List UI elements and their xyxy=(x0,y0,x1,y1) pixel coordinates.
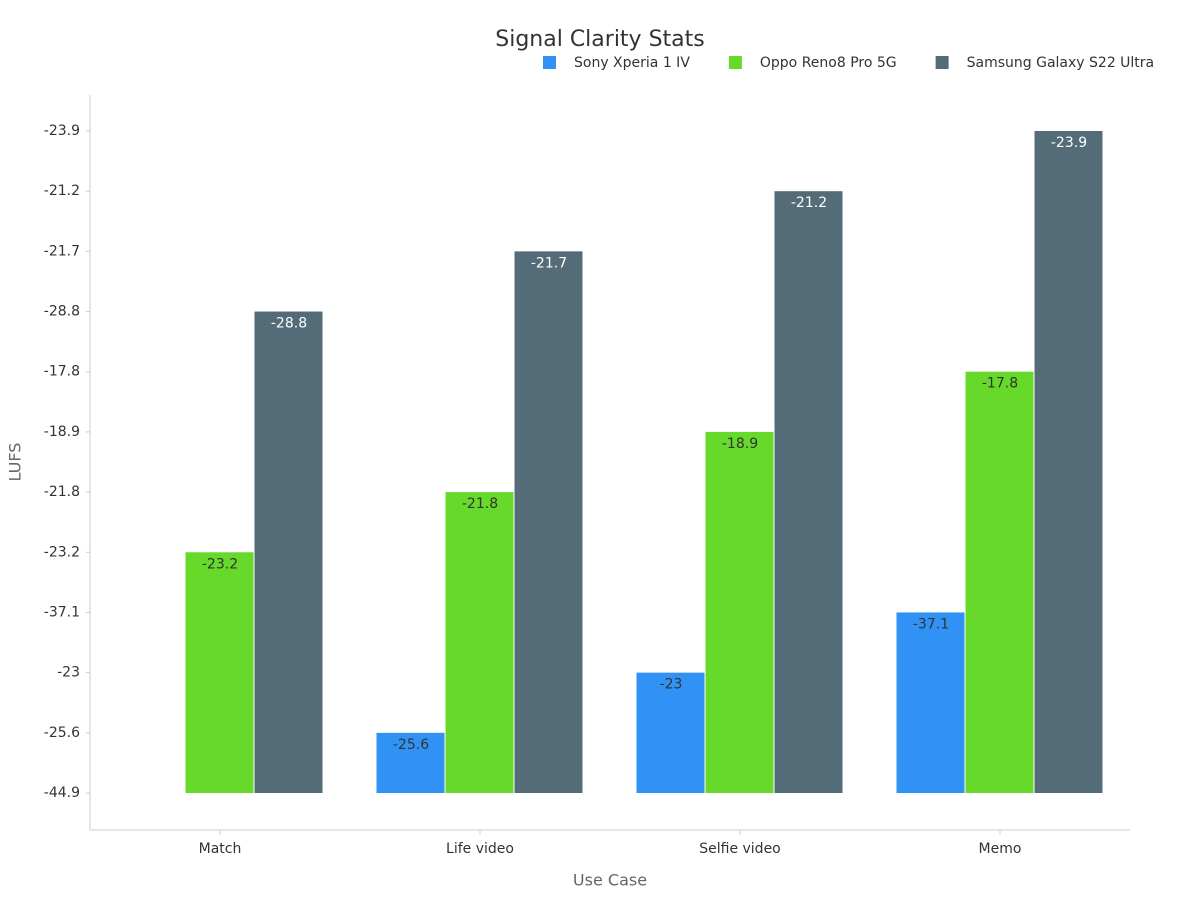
y-tick-label: -37.1 xyxy=(44,604,80,620)
y-tick-label: -18.9 xyxy=(44,424,80,440)
data-label: -23 xyxy=(660,677,683,693)
data-label: -21.2 xyxy=(791,195,827,211)
y-tick-label: -25.6 xyxy=(44,725,80,741)
y-tick-label: -23.9 xyxy=(44,123,80,139)
bar xyxy=(965,371,1034,793)
bar xyxy=(896,612,965,793)
legend-label: Sony Xperia 1 IV xyxy=(574,55,690,71)
bar xyxy=(376,732,445,793)
data-label: -17.8 xyxy=(982,376,1018,392)
legend-swatch xyxy=(543,56,556,69)
y-tick-label: -21.8 xyxy=(44,484,80,500)
y-tick-label: -28.8 xyxy=(44,304,80,320)
bar xyxy=(774,191,843,793)
data-label: -23.2 xyxy=(202,556,238,572)
bar xyxy=(1034,131,1103,793)
bar xyxy=(254,311,323,793)
bar xyxy=(514,251,583,793)
y-tick-label: -23.2 xyxy=(44,544,80,560)
x-tick-label: Memo xyxy=(979,841,1022,857)
y-tick-label: -44.9 xyxy=(44,785,80,801)
y-tick-label: -21.7 xyxy=(44,243,80,259)
bar xyxy=(636,672,705,793)
data-label: -25.6 xyxy=(393,737,429,753)
data-label: -21.8 xyxy=(462,496,498,512)
chart-title: Signal Clarity Stats xyxy=(495,27,704,52)
bar xyxy=(705,431,774,793)
legend-label: Oppo Reno8 Pro 5G xyxy=(760,55,897,71)
legend-label: Samsung Galaxy S22 Ultra xyxy=(967,55,1155,71)
y-tick-label: -23 xyxy=(57,665,80,681)
x-tick-label: Match xyxy=(199,841,242,857)
data-label: -18.9 xyxy=(722,436,758,452)
data-label: -28.8 xyxy=(271,316,307,332)
data-label: -21.7 xyxy=(531,255,567,271)
bar xyxy=(445,492,514,793)
x-tick-label: Selfie video xyxy=(699,841,781,857)
x-tick-label: Life video xyxy=(446,841,514,857)
legend-swatch xyxy=(728,56,742,69)
data-label: -37.1 xyxy=(913,616,949,632)
bar xyxy=(185,552,254,793)
x-axis-title: Use Case xyxy=(573,871,647,890)
legend-swatch xyxy=(935,56,949,69)
y-axis-title: LUFS xyxy=(6,443,25,482)
y-tick-label: -21.2 xyxy=(44,183,80,199)
y-tick-label: -17.8 xyxy=(44,364,80,380)
data-label: -23.9 xyxy=(1051,135,1087,151)
